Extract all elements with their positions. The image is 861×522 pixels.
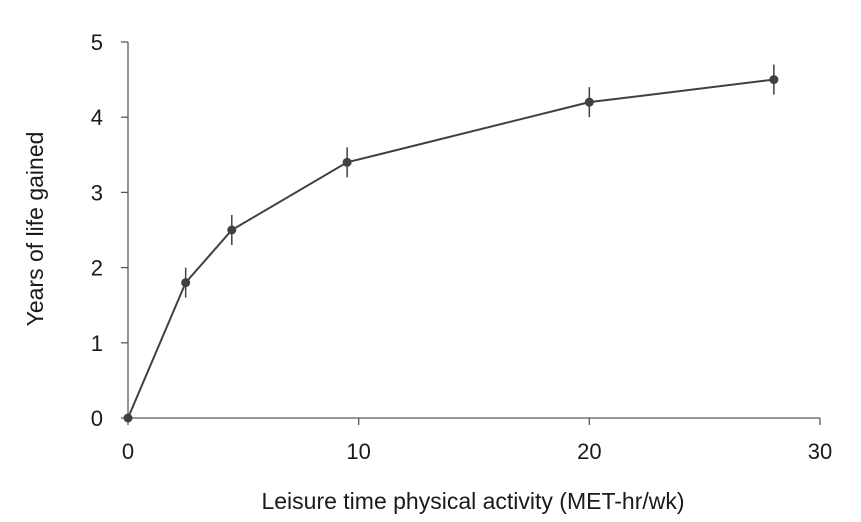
x-tick-label: 30 [808,439,832,464]
data-point [342,157,352,167]
x-tick-label: 10 [346,439,370,464]
y-tick-label: 2 [91,256,103,281]
data-point [227,225,237,235]
series-line [127,78,774,419]
y-tick-label: 5 [91,30,103,55]
x-tick-label: 20 [577,439,601,464]
data-series [123,64,779,423]
y-tick-label: 4 [91,105,103,130]
y-axis-title: Years of life gained [22,132,48,327]
data-point [123,413,133,423]
x-axis-title: Leisure time physical activity (MET-hr/w… [261,488,684,514]
y-tick-label: 3 [91,180,103,205]
axes [127,42,820,419]
data-point [181,278,191,288]
ticks: 0 10 20 30 0 1 2 3 4 5 [91,30,832,464]
y-tick-label: 0 [91,406,103,431]
x-tick-label: 0 [122,439,134,464]
data-point [584,97,594,107]
data-point [769,75,779,85]
y-tick-label: 1 [91,331,103,356]
